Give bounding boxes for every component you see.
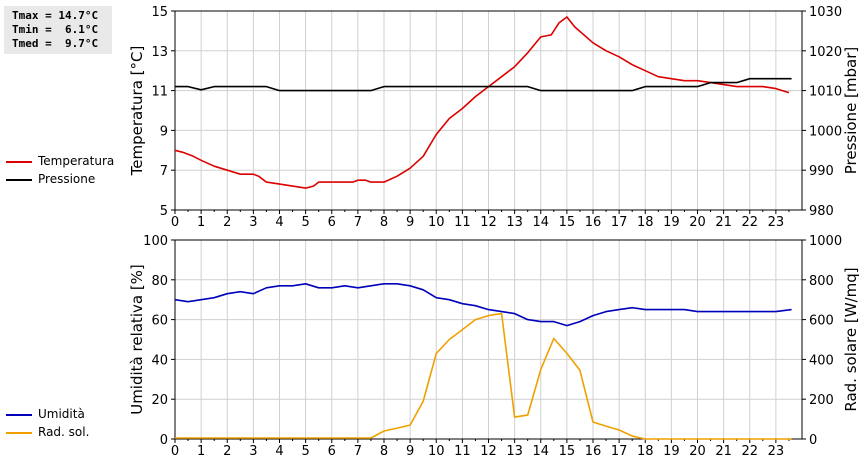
right-axis-label: Pressione [mbar] (842, 47, 860, 175)
left-axis-label: Umidità relativa [%] (128, 264, 146, 415)
left-tick-label: 9 (160, 124, 168, 139)
legend-swatch-radsol (6, 432, 32, 434)
x-tick-label: 22 (741, 215, 758, 230)
x-tick-label: 13 (506, 444, 523, 459)
x-tick-label: 3 (249, 444, 257, 459)
x-tick-label: 9 (406, 444, 414, 459)
left-tick-label: 5 (160, 204, 168, 219)
x-tick-label: 1 (197, 444, 205, 459)
x-tick-label: 12 (480, 215, 497, 230)
x-tick-label: 17 (611, 215, 628, 230)
right-tick-label: 800 (809, 274, 834, 289)
right-tick-label: 1020 (809, 45, 842, 60)
right-tick-label: 980 (809, 204, 834, 219)
x-tick-label: 14 (532, 215, 549, 230)
series-line-rad-sol (175, 312, 792, 440)
left-tick-label: 15 (151, 5, 168, 20)
right-tick-label: 400 (809, 353, 834, 368)
x-tick-label: 20 (689, 215, 706, 230)
series-line-temperatura (174, 16, 790, 189)
right-tick-label: 1000 (809, 124, 842, 139)
x-tick-label: 16 (585, 444, 602, 459)
x-tick-label: 10 (428, 215, 445, 230)
x-tick-label: 20 (689, 444, 706, 459)
x-tick-label: 21 (715, 215, 732, 230)
x-tick-label: 3 (249, 215, 257, 230)
stat-tmax: Tmax = 14.7°C (12, 9, 99, 22)
x-tick-label: 1 (197, 215, 205, 230)
stats-box: Tmax = 14.7°C Tmin = 6.1°C Tmed = 9.7°C (4, 6, 112, 54)
x-tick-label: 18 (637, 444, 654, 459)
x-tick-label: 5 (301, 215, 309, 230)
left-axis-label: Temperatura [°C] (128, 46, 146, 177)
x-tick-label: 23 (768, 215, 785, 230)
x-tick-label: 18 (637, 215, 654, 230)
x-tick-label: 23 (768, 444, 785, 459)
x-tick-label: 11 (454, 444, 471, 459)
plot-frame (174, 10, 803, 211)
right-tick-label: 0 (809, 433, 817, 448)
left-tick-label: 7 (160, 164, 168, 179)
x-tick-label: 19 (663, 444, 680, 459)
x-tick-label: 17 (611, 444, 628, 459)
right-tick-label: 1000 (809, 234, 842, 249)
left-tick-label: 60 (151, 314, 168, 329)
x-tick-label: 5 (301, 444, 309, 459)
x-tick-label: 19 (663, 215, 680, 230)
x-tick-label: 12 (480, 444, 497, 459)
x-tick-label: 21 (715, 444, 732, 459)
x-tick-label: 8 (380, 215, 388, 230)
x-tick-label: 7 (354, 215, 362, 230)
stat-tmin: Tmin = 6.1°C (12, 23, 99, 36)
right-axis-label: Rad. solare [W/mq] (842, 267, 860, 411)
x-tick-label: 0 (171, 215, 179, 230)
legend-label-umidita: Umidità (38, 407, 85, 421)
right-tick-label: 200 (809, 393, 834, 408)
legend-label-pressione: Pressione (38, 172, 96, 186)
x-tick-label: 13 (506, 215, 523, 230)
x-tick-label: 8 (380, 444, 388, 459)
series-line-pressione (175, 77, 792, 92)
left-tick-label: 11 (151, 85, 168, 100)
left-tick-label: 0 (160, 433, 168, 448)
x-tick-label: 22 (741, 444, 758, 459)
legend-label-radsol: Rad. sol. (38, 425, 90, 439)
x-tick-label: 14 (532, 444, 549, 459)
chart-humidity-radiation: 0 1 2 3 4 5 6 7 8 9 10 11 12 13 14 15 16 17 18 19 20 21 22 2302… (128, 234, 860, 459)
left-tick-label: 20 (151, 393, 168, 408)
x-tick-label: 2 (223, 215, 231, 230)
right-tick-label: 600 (809, 314, 834, 329)
x-tick-label: 15 (559, 444, 576, 459)
x-tick-label: 10 (428, 444, 445, 459)
x-tick-label: 6 (328, 215, 336, 230)
chart-temperature-pressure: 0 1 2 3 4 5 6 7 8 9 10 11 12 13 14 15 16 17 18 19 20 21 22 2357… (128, 5, 860, 230)
x-tick-label: 15 (559, 215, 576, 230)
series-line-umidit (174, 282, 792, 327)
left-tick-label: 40 (151, 353, 168, 368)
right-tick-label: 1010 (809, 85, 842, 100)
left-tick-label: 100 (143, 234, 168, 249)
x-tick-label: 16 (585, 215, 602, 230)
x-tick-label: 7 (354, 444, 362, 459)
legend-swatch-temperatura (6, 161, 32, 163)
x-tick-label: 11 (454, 215, 471, 230)
x-tick-label: 9 (406, 215, 414, 230)
x-tick-label: 0 (171, 444, 179, 459)
x-tick-label: 2 (223, 444, 231, 459)
stat-tmed: Tmed = 9.7°C (12, 37, 99, 50)
x-tick-label: 4 (275, 444, 283, 459)
legend-swatch-pressione (6, 179, 32, 181)
legend-swatch-umidita (6, 414, 32, 416)
x-tick-label: 4 (275, 215, 283, 230)
left-tick-label: 13 (151, 45, 168, 60)
right-tick-label: 1030 (809, 5, 842, 20)
legend-label-temperatura: Temperatura (38, 154, 115, 168)
right-tick-label: 990 (809, 164, 834, 179)
plot-frame (174, 239, 803, 440)
x-tick-label: 6 (328, 444, 336, 459)
left-tick-label: 80 (151, 274, 168, 289)
